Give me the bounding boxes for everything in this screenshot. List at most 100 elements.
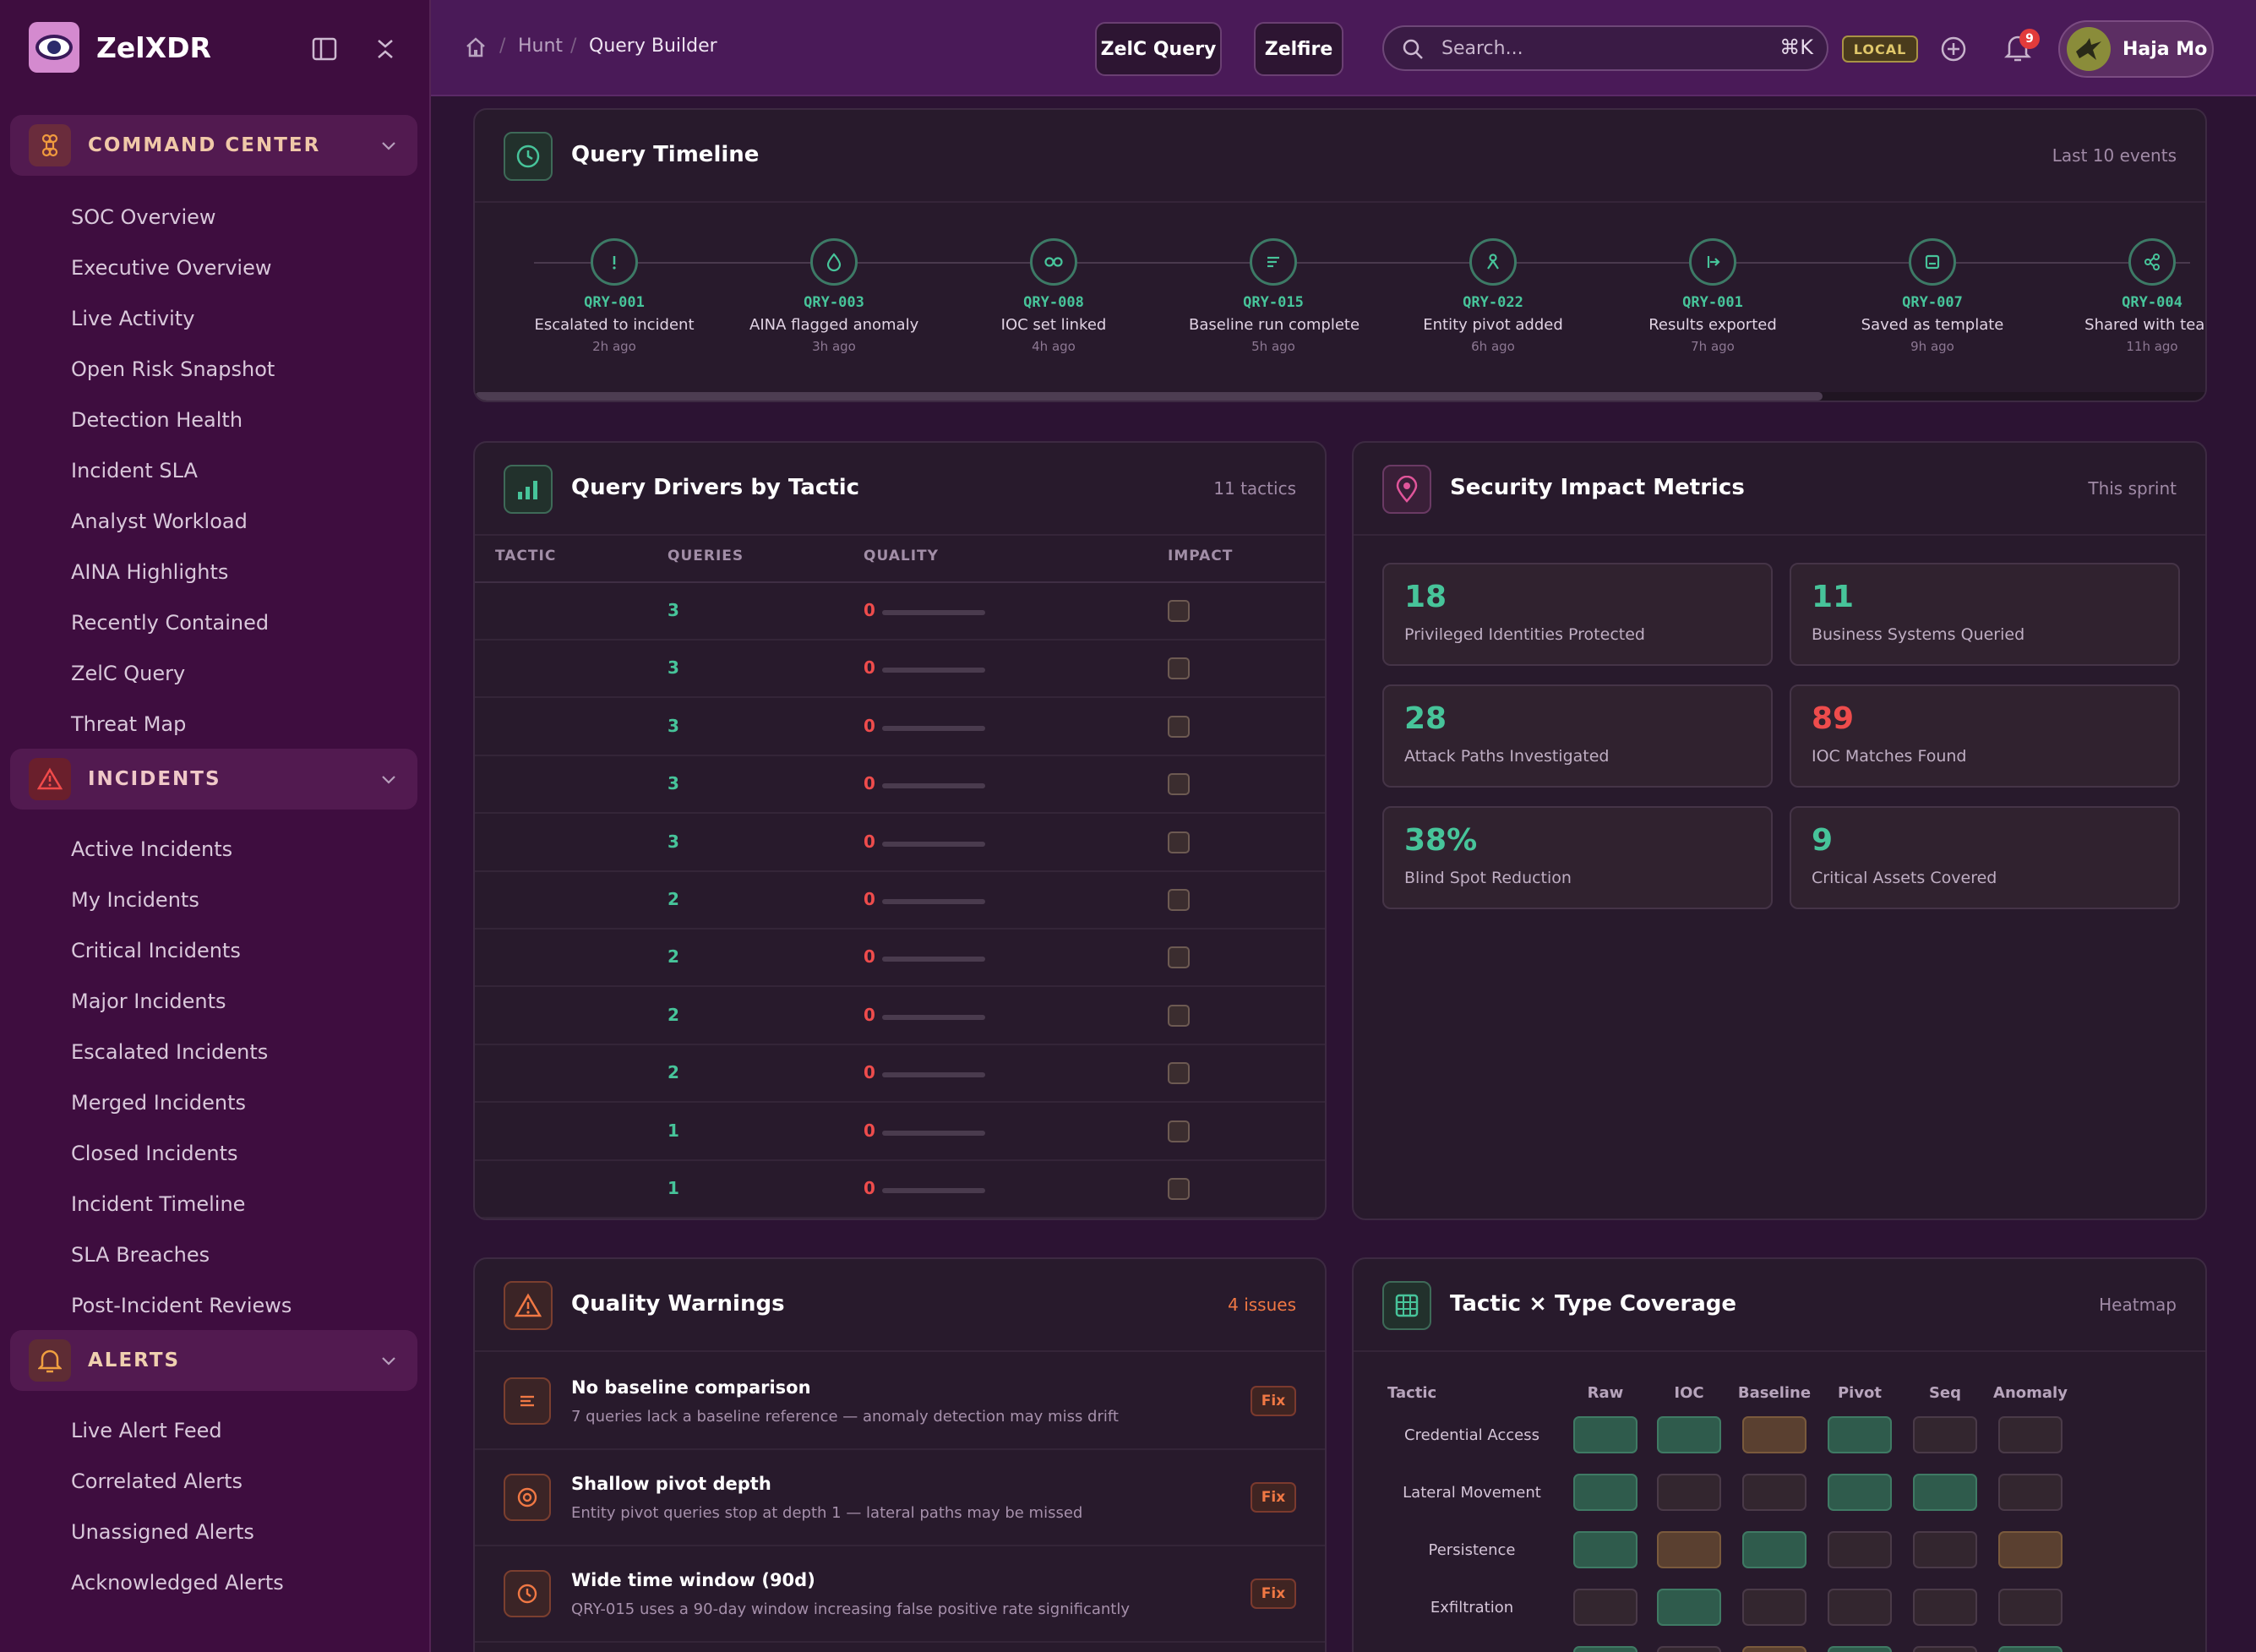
timeline-event[interactable]: QRY-022 Entity pivot added 6h ago <box>1409 238 1578 354</box>
sidebar-item[interactable]: Merged Incidents <box>71 1091 247 1115</box>
heatmap-cell[interactable] <box>1828 1416 1892 1453</box>
timeline-event[interactable]: QRY-015 Baseline run complete 5h ago <box>1189 238 1360 354</box>
sidebar-item[interactable]: ZelC Query <box>71 662 186 685</box>
heatmap-cell[interactable] <box>1913 1531 1977 1568</box>
sidebar-toggle-icon[interactable] <box>309 34 340 64</box>
impact-checkbox[interactable] <box>1168 600 1190 622</box>
heatmap-cell[interactable] <box>1573 1416 1638 1453</box>
heatmap-cell[interactable] <box>1742 1474 1806 1511</box>
sidebar-item[interactable]: Incident SLA <box>71 459 198 483</box>
search-input[interactable]: Search... <box>1441 38 1523 59</box>
sidebar-item[interactable]: SLA Breaches <box>71 1243 210 1267</box>
heatmap-cell[interactable] <box>1742 1416 1806 1453</box>
heatmap-cell[interactable] <box>1913 1646 1977 1652</box>
heatmap-cell[interactable] <box>1657 1646 1721 1652</box>
heatmap-cell[interactable] <box>1573 1589 1638 1626</box>
impact-checkbox[interactable] <box>1168 1062 1190 1085</box>
sidebar-section-command-center[interactable]: COMMAND CENTER <box>10 115 417 176</box>
heatmap-cell[interactable] <box>1913 1474 1977 1511</box>
heatmap-cell[interactable] <box>1828 1531 1892 1568</box>
user-menu[interactable]: Haja Mo <box>2058 20 2214 78</box>
timeline-event[interactable]: QRY-001 Results exported 7h ago <box>1628 238 1797 354</box>
sidebar-item[interactable]: Analyst Workload <box>71 510 248 533</box>
breadcrumb-hunt[interactable]: Hunt <box>518 35 564 57</box>
sidebar-item[interactable]: Acknowledged Alerts <box>71 1571 284 1595</box>
sidebar-item[interactable]: Live Activity <box>71 307 195 330</box>
timeline-event[interactable]: QRY-004 Shared with team 11h ago <box>2068 238 2205 354</box>
sidebar-item[interactable]: Post-Incident Reviews <box>71 1294 292 1317</box>
sidebar-section-incidents[interactable]: INCIDENTS <box>10 749 417 810</box>
metric-tile[interactable]: 28 Attack Paths Investigated <box>1382 684 1773 788</box>
timeline-scrollbar[interactable] <box>475 392 2205 401</box>
sidebar-item[interactable]: Major Incidents <box>71 990 226 1013</box>
column-header-queries[interactable]: QUERIES <box>668 548 744 564</box>
warning-item[interactable]: Wide time window (90d) QRY-015 uses a 90-… <box>475 1546 1325 1643</box>
metric-tile[interactable]: 18 Privileged Identities Protected <box>1382 563 1773 666</box>
fix-button[interactable]: Fix <box>1251 1386 1296 1416</box>
sidebar-item[interactable]: Closed Incidents <box>71 1142 238 1165</box>
sidebar-section-alerts[interactable]: ALERTS <box>10 1330 417 1391</box>
sidebar-item[interactable]: Recently Contained <box>71 611 270 635</box>
heatmap-cell[interactable] <box>1998 1646 2063 1652</box>
heatmap-cell[interactable] <box>1742 1531 1806 1568</box>
zelc-query-button[interactable]: ZelC Query <box>1095 22 1222 76</box>
impact-checkbox[interactable] <box>1168 946 1190 969</box>
sidebar-item[interactable]: Correlated Alerts <box>71 1469 243 1493</box>
metric-tile[interactable]: 38% Blind Spot Reduction <box>1382 806 1773 909</box>
sidebar-item[interactable]: Unassigned Alerts <box>71 1520 254 1544</box>
sidebar-item[interactable]: Critical Incidents <box>71 939 241 962</box>
heatmap-cell[interactable] <box>1742 1589 1806 1626</box>
metric-tile[interactable]: 89 IOC Matches Found <box>1790 684 2180 788</box>
heatmap-cell[interactable] <box>1573 1474 1638 1511</box>
warning-item[interactable]: Shallow pivot depth Entity pivot queries … <box>475 1450 1325 1546</box>
impact-checkbox[interactable] <box>1168 773 1190 796</box>
heatmap-cell[interactable] <box>1657 1416 1721 1453</box>
metric-tile[interactable]: 9 Critical Assets Covered <box>1790 806 2180 909</box>
heatmap-cell[interactable] <box>1573 1531 1638 1568</box>
impact-checkbox[interactable] <box>1168 657 1190 680</box>
sidebar-item[interactable]: AINA Highlights <box>71 560 229 584</box>
heatmap-cell[interactable] <box>1998 1416 2063 1453</box>
sidebar-item[interactable]: Open Risk Snapshot <box>71 357 275 381</box>
heatmap-cell[interactable] <box>1998 1531 2063 1568</box>
collapse-all-icon[interactable] <box>370 34 401 64</box>
sidebar-item[interactable]: Escalated Incidents <box>71 1040 269 1064</box>
timeline-event[interactable]: QRY-003 AINA flagged anomaly 3h ago <box>749 238 918 354</box>
timeline-event[interactable]: QRY-008 IOC set linked 4h ago <box>969 238 1138 354</box>
sidebar-item[interactable]: My Incidents <box>71 888 199 912</box>
zelfire-button[interactable]: Zelfire <box>1254 22 1343 76</box>
fix-button[interactable]: Fix <box>1251 1578 1296 1609</box>
metric-tile[interactable]: 11 Business Systems Queried <box>1790 563 2180 666</box>
sidebar-item[interactable]: Detection Health <box>71 408 243 432</box>
heatmap-cell[interactable] <box>1913 1416 1977 1453</box>
column-header-impact[interactable]: IMPACT <box>1168 548 1234 564</box>
impact-checkbox[interactable] <box>1168 1004 1190 1027</box>
add-icon[interactable] <box>1940 35 1967 66</box>
heatmap-cell[interactable] <box>1573 1646 1638 1652</box>
impact-checkbox[interactable] <box>1168 889 1190 911</box>
heatmap-cell[interactable] <box>1913 1589 1977 1626</box>
heatmap-cell[interactable] <box>1742 1646 1806 1652</box>
heatmap-cell[interactable] <box>1657 1474 1721 1511</box>
heatmap-cell[interactable] <box>1828 1474 1892 1511</box>
sidebar-item[interactable]: SOC Overview <box>71 205 216 229</box>
heatmap-cell[interactable] <box>1998 1589 2063 1626</box>
column-header-tactic[interactable]: TACTIC <box>495 548 557 564</box>
sidebar-item[interactable]: Threat Map <box>71 712 187 736</box>
heatmap-cell[interactable] <box>1998 1474 2063 1511</box>
scrollbar-thumb[interactable] <box>475 392 1823 401</box>
brand[interactable]: ZelXDR <box>29 20 211 74</box>
chevron-down-icon[interactable] <box>379 769 399 789</box>
home-icon[interactable] <box>465 35 487 63</box>
